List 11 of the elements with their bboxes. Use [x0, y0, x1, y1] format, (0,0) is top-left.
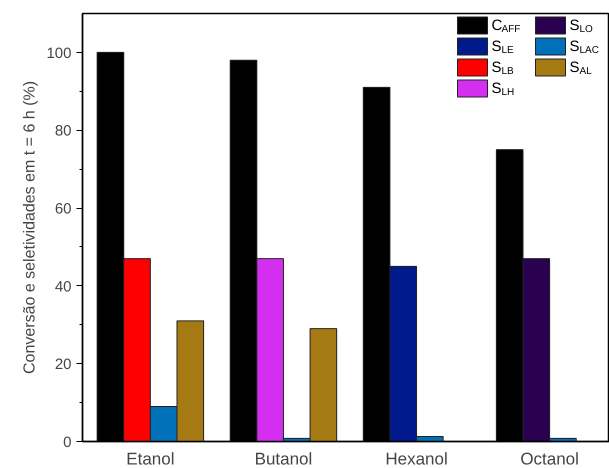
- y-tick-label: 20: [54, 356, 72, 374]
- x-tick-label: Octanol: [520, 450, 579, 468]
- y-axis-title: Conversão e seletividades em t = 6 h (%): [21, 80, 38, 374]
- y-tick-label: 100: [46, 44, 72, 62]
- y-tick-label: 0: [63, 434, 72, 451]
- x-tick-label: Butanol: [254, 450, 312, 468]
- y-tick-label: 80: [54, 122, 72, 140]
- y-tick-label: 40: [54, 278, 72, 296]
- x-tick-label: Etanol: [126, 450, 174, 468]
- x-tick-label: Hexanol: [385, 450, 448, 468]
- y-tick-label: 60: [54, 200, 72, 218]
